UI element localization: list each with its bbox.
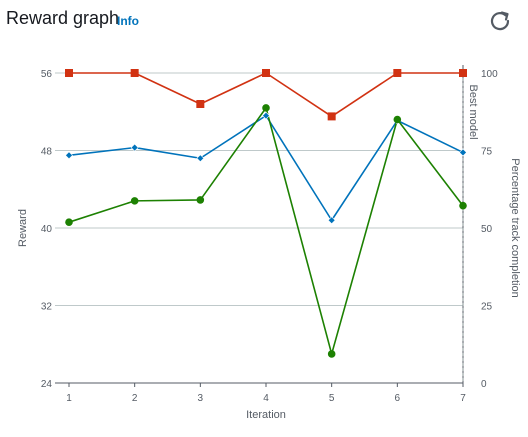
data-point-diamond	[262, 111, 270, 120]
data-point-square	[327, 112, 336, 121]
y-axis-label: Reward	[17, 209, 29, 247]
refresh-icon[interactable]	[488, 9, 512, 33]
y2-tick-label: 0	[481, 379, 487, 390]
y-tick-label: 24	[41, 379, 53, 390]
data-point-circle	[459, 201, 467, 210]
data-point-circle	[196, 196, 205, 204]
y-tick-label: 32	[41, 302, 53, 313]
data-point-diamond	[327, 216, 336, 225]
axes	[68, 65, 464, 387]
data-point-diamond	[196, 154, 205, 163]
series-markers	[65, 69, 467, 358]
data-point-diamond	[459, 148, 467, 157]
chart-header: Reward graph Info	[0, 0, 528, 40]
page-title: Reward graph	[6, 8, 120, 28]
x-tick-label: 2	[132, 393, 138, 404]
data-point-circle	[262, 104, 270, 112]
y2-tick-label: 75	[481, 147, 493, 158]
y2-tick-label: 25	[481, 302, 493, 313]
data-point-square	[65, 69, 73, 77]
y-tick-label: 40	[41, 224, 53, 235]
data-point-circle	[130, 197, 139, 205]
info-link[interactable]: Info	[117, 14, 139, 28]
data-point-circle	[327, 350, 336, 358]
data-point-square	[459, 69, 467, 77]
y-tick-label: 48	[41, 147, 53, 158]
x-tick-label: 4	[263, 393, 269, 404]
x-tick-label: 1	[66, 393, 72, 404]
x-tick-label: 6	[395, 393, 401, 404]
y-tick-label: 56	[41, 69, 53, 80]
data-point-circle	[65, 218, 73, 226]
y2-axis-label: Percentage track completion	[509, 158, 521, 297]
best-model-label: Best model	[467, 84, 479, 139]
data-point-square	[393, 69, 402, 77]
series-line-1	[68, 107, 464, 355]
x-tick-label: 5	[329, 393, 335, 404]
data-point-square	[130, 69, 139, 77]
x-tick-label: 3	[198, 393, 204, 404]
x-tick-label: 7	[460, 393, 466, 404]
data-point-diamond	[130, 143, 139, 152]
data-point-diamond	[65, 151, 73, 160]
data-point-square	[262, 69, 270, 77]
y2-tick-label: 100	[481, 69, 498, 80]
x-axis-label: Iteration	[246, 409, 286, 421]
data-point-square	[196, 100, 205, 108]
y2-tick-label: 50	[481, 224, 493, 235]
data-point-circle	[393, 115, 402, 124]
series-line-0	[68, 114, 464, 222]
